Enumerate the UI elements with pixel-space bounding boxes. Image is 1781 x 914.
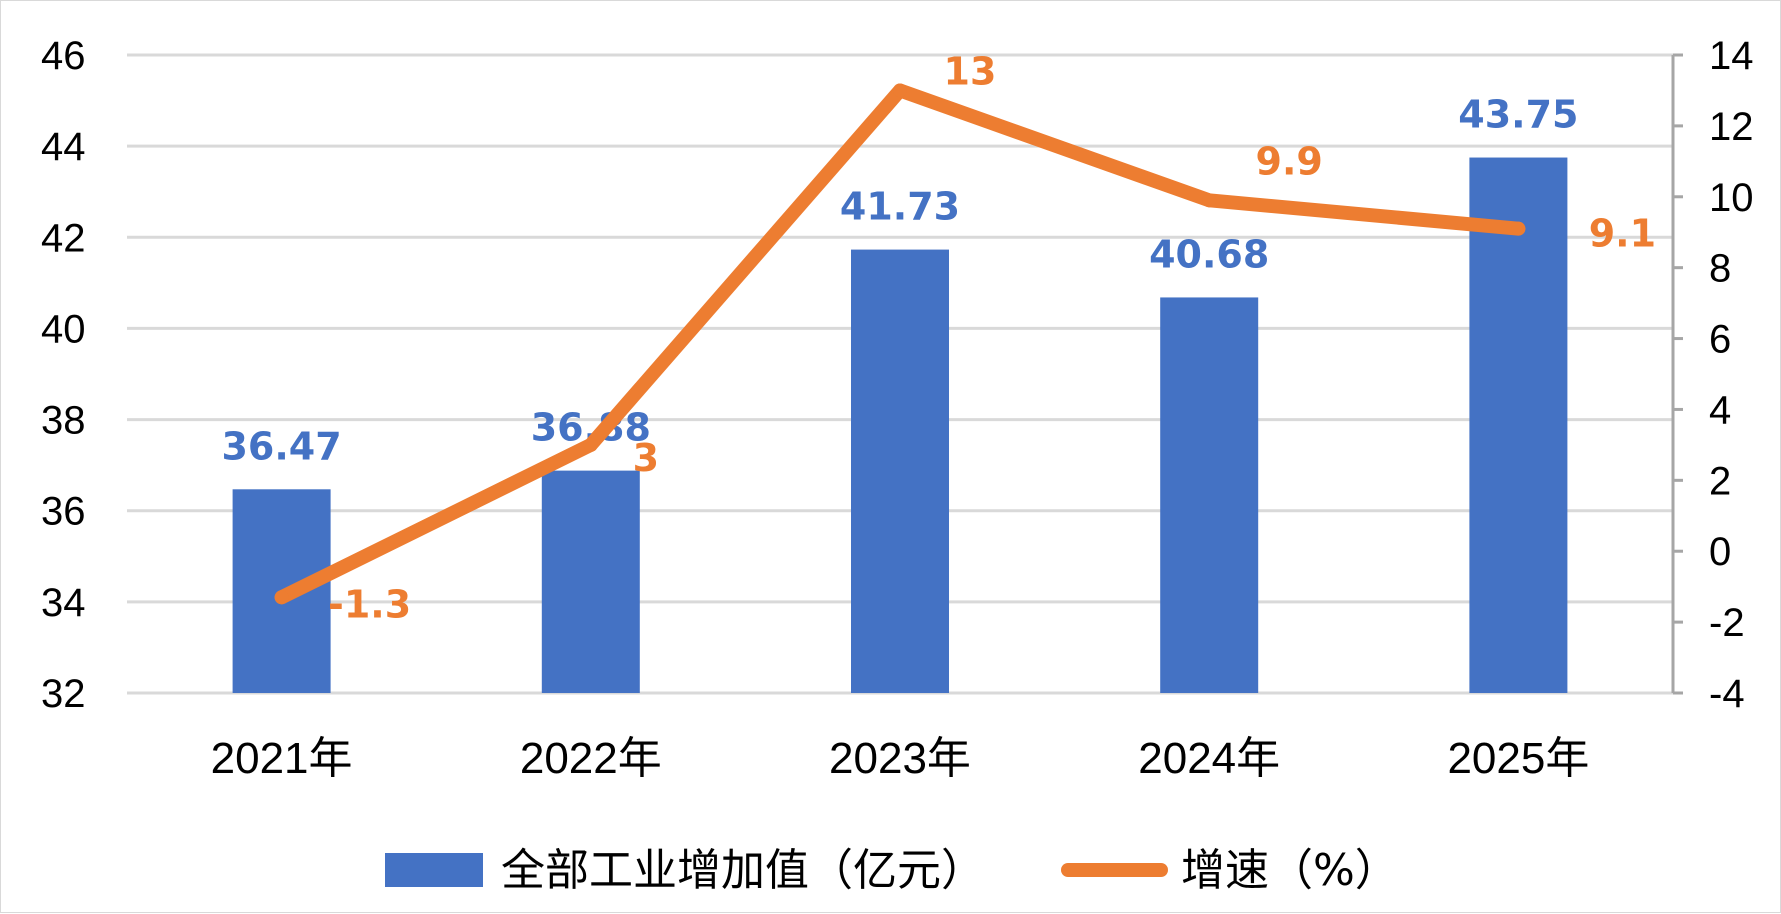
right-tick-label: 0 (1709, 530, 1731, 574)
bar-series (232, 157, 1568, 694)
left-tick-label: 34 (41, 581, 86, 625)
legend-label-bar: 全部工业增加值（亿元） (501, 845, 985, 896)
legend: 全部工业增加值（亿元） 增速（%） (385, 845, 1399, 896)
line-point (1511, 221, 1526, 236)
bar-data-label: 43.75 (1458, 93, 1578, 137)
left-tick-label: 46 (41, 34, 86, 78)
line-data-label: -1.3 (328, 582, 411, 626)
bar-data-label: 36.47 (221, 424, 341, 468)
bar (1160, 297, 1259, 693)
left-tick-label: 44 (41, 125, 86, 169)
bar-data-label: 41.73 (840, 185, 960, 229)
line-point (893, 83, 907, 98)
right-tick-label: 12 (1709, 105, 1754, 149)
bar (541, 470, 640, 693)
left-tick-label: 32 (41, 672, 86, 716)
right-y-axis: -4 -2 0 2 4 6 8 10 12 14 (1671, 34, 1754, 716)
line-data-label: 9.1 (1589, 212, 1656, 256)
bar (851, 249, 949, 693)
legend-swatch-bar (385, 853, 483, 887)
left-tick-label: 36 (41, 490, 86, 534)
left-tick-label: 40 (41, 307, 86, 351)
x-category-label: 2024年 (1138, 734, 1280, 783)
line-data-labels: -1.3 3 13 9.9 9.1 (328, 49, 1656, 626)
right-tick-label: 10 (1709, 176, 1754, 220)
x-category-label: 2021年 (211, 734, 353, 783)
line-point (274, 590, 289, 605)
line-series (274, 83, 1526, 605)
right-tick-label: -4 (1709, 672, 1745, 716)
x-category-label: 2023年 (829, 734, 971, 783)
line-point (1202, 193, 1217, 208)
x-category-label: 2025年 (1447, 734, 1589, 783)
x-category-label: 2022年 (520, 734, 662, 783)
bar (1469, 157, 1568, 694)
line-data-label: 3 (633, 436, 659, 480)
right-tick-label: 14 (1709, 34, 1754, 78)
line-data-label: 9.9 (1256, 139, 1323, 183)
bar-data-label: 40.68 (1149, 232, 1269, 276)
right-tick-label: 4 (1709, 388, 1731, 432)
right-tick-label: 2 (1709, 459, 1731, 503)
legend-label-line: 增速（%） (1181, 845, 1399, 896)
line-point (583, 437, 598, 452)
left-y-axis: 32 34 36 38 40 42 44 46 (41, 34, 86, 716)
left-tick-label: 38 (41, 399, 86, 443)
left-tick-label: 42 (41, 216, 86, 260)
x-axis-categories: 2021年 2022年 2023年 2024年 2025年 (211, 734, 1590, 783)
right-tick-label: 6 (1709, 318, 1731, 362)
line-data-label: 13 (944, 49, 997, 93)
right-tick-label: 8 (1709, 247, 1731, 291)
right-tick-label: -2 (1709, 601, 1745, 645)
